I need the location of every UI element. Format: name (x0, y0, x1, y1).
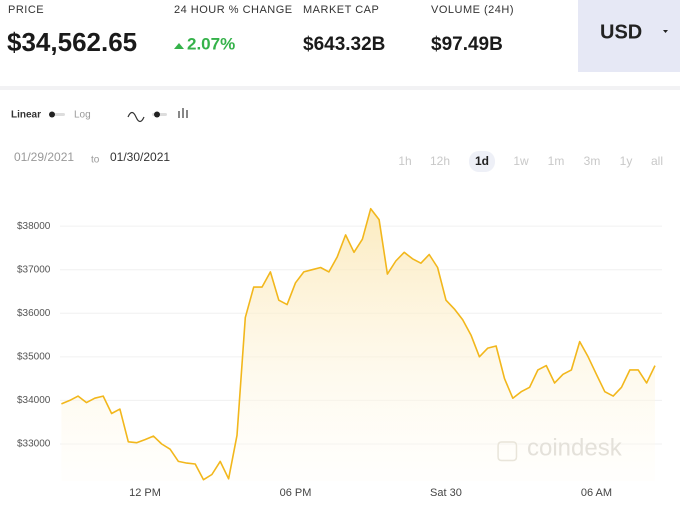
change: 2.07% (187, 34, 235, 53)
watermark: coindesk (527, 434, 623, 461)
range-button[interactable]: 12h (430, 154, 450, 168)
x-tick-label: 12 PM (129, 487, 161, 499)
range-button[interactable]: 1w (513, 154, 529, 168)
range-active-bg[interactable] (469, 151, 495, 172)
range-button[interactable]: 3m (584, 154, 601, 168)
price: $34,562.65 (7, 27, 137, 57)
change-label: 24 HOUR % CHANGE (174, 4, 293, 16)
linear-toggle[interactable]: Linear (11, 110, 41, 121)
range-button[interactable]: 1d (475, 154, 489, 168)
y-tick-label: $37000 (17, 264, 51, 275)
area (61, 208, 655, 481)
volume: $97.49B (431, 34, 503, 55)
range-button[interactable]: 1m (548, 154, 565, 168)
range-button[interactable]: 1y (620, 154, 633, 168)
date-from[interactable]: 01/29/2021 (14, 150, 74, 164)
candle-icon[interactable] (178, 108, 188, 118)
y-tick-label: $36000 (17, 308, 51, 319)
up-arrow (174, 43, 184, 49)
toggle-knob[interactable] (49, 111, 55, 118)
x-tick-label: Sat 30 (430, 487, 462, 499)
currency[interactable]: USD (600, 21, 642, 43)
log-toggle[interactable]: Log (74, 110, 91, 121)
price-label: PRICE (8, 4, 44, 16)
y-tick-label: $33000 (17, 439, 51, 450)
y-tick-label: $38000 (17, 221, 51, 232)
range-button[interactable]: all (651, 154, 663, 168)
x-tick-label: 06 AM (581, 487, 612, 499)
caret (663, 30, 668, 33)
date-sep: to (91, 155, 100, 166)
market-cap: $643.32B (303, 34, 385, 55)
volume-label: VOLUME (24H) (431, 4, 514, 16)
divider (0, 86, 680, 90)
x-tick-label: 06 PM (280, 487, 312, 499)
line-icon[interactable] (127, 111, 145, 123)
y-tick-label: $35000 (17, 351, 51, 362)
toggle-knob[interactable] (154, 111, 160, 118)
date-to[interactable]: 01/30/2021 (110, 150, 170, 164)
market-cap-label: MARKET CAP (303, 4, 379, 16)
currency-selector[interactable] (578, 0, 680, 72)
price-line (61, 207, 656, 481)
range-button[interactable]: 1h (398, 154, 411, 168)
watermark-icon: ▢ (495, 434, 520, 464)
y-tick-label: $34000 (17, 395, 51, 406)
